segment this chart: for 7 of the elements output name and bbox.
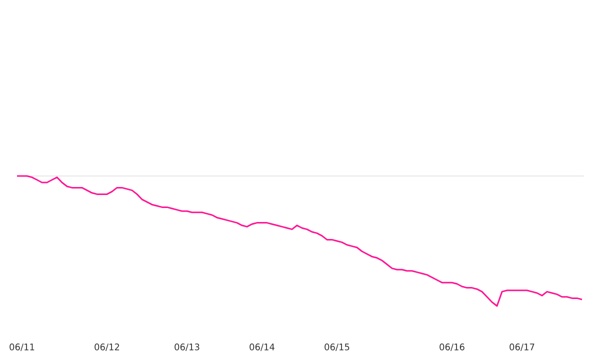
x-tick-label: 06/16 <box>440 344 464 352</box>
x-tick-label: 06/14 <box>250 344 274 352</box>
x-tick-label: 06/12 <box>94 344 120 352</box>
x-tick-label: 06/13 <box>174 344 200 352</box>
x-tick-label: 06/11 <box>10 344 34 352</box>
x-tick-label: 06/17 <box>510 344 534 352</box>
x-tick-label: 06/15 <box>324 344 350 352</box>
